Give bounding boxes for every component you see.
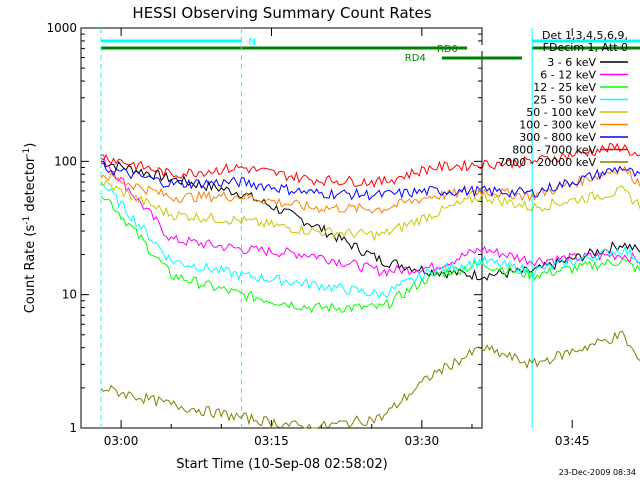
series-line [100,154,640,277]
legend-label: 800 - 7000 keV [512,144,596,157]
y-tick-label: 100 [54,154,77,168]
x-tick-label: 03:30 [405,434,440,448]
markers: N RD0 RD4 [100,28,640,428]
footer-date: 23-Dec-2009 08:34 [559,468,636,477]
legend-label: 25 - 50 keV [533,94,596,107]
legend: Det 1,3,4,5,6,9, FDecim 1, Att 0 3 - 6 k… [498,29,628,169]
legend-label: 300 - 800 keV [519,131,596,144]
x-tick-label: 03:15 [254,434,289,448]
x-axis-title: Start Time (10-Sep-08 02:58:02) [176,457,387,472]
y-axis-title-part-2: detector [23,156,38,216]
y-axis-title-sup-2: -1 [22,148,32,157]
legend-label: 7000 - 20000 keV [498,156,596,169]
legend-label: 12 - 25 keV [533,81,596,94]
y-tick-label: 1 [69,421,77,435]
legend-label: 50 - 100 keV [526,106,596,119]
legend-label: 6 - 12 keV [540,69,596,82]
series-line [100,195,640,314]
rd0-gap [466,45,533,51]
x-tick-label: 03:00 [104,434,139,448]
y-axis-title-sup-1: -1 [22,216,32,225]
chart-title: HESSI Observing Summary Count Rates [132,4,431,22]
series-line [100,330,640,429]
series-line [100,162,640,201]
legend-label: 3 - 6 keV [547,56,596,69]
y-ticks: 1 10 100 1000 [46,21,482,435]
legend-label: 100 - 300 keV [519,119,596,132]
y-axis-title-part-3: ) [23,143,38,148]
y-tick-label: 1000 [46,21,77,35]
rd0-marker-label: RD0 [437,44,458,55]
series-line [100,184,640,300]
x-tick-label: 03:45 [555,434,590,448]
series-line [100,179,640,242]
y-tick-label: 10 [62,288,77,302]
night-marker-label: N [248,37,255,48]
y-axis-title-part-1: Count Rate (s [23,225,38,314]
series-line [100,165,640,214]
legend-header-1: Det 1,3,4,5,6,9, [542,29,628,42]
rd4-marker-label: RD4 [405,53,426,64]
series-lines [100,142,640,429]
y-axis-title: Count Rate (s-1 detector-1) [22,143,38,314]
legend-header-2: FDecim 1, Att 0 [543,41,628,54]
series-line [100,142,640,189]
series-line [100,160,640,281]
